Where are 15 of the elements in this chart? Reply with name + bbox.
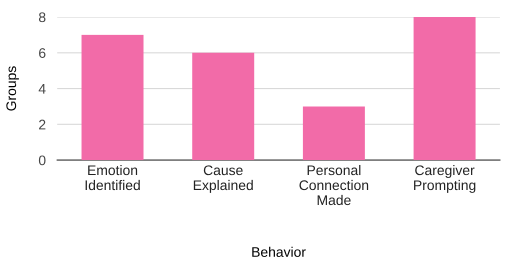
y-tick-label: 6 bbox=[39, 48, 46, 58]
y-tick-label: 2 bbox=[39, 120, 46, 130]
bar bbox=[302, 106, 365, 160]
x-tick-label: Caregiver Prompting bbox=[414, 164, 476, 193]
bar bbox=[192, 52, 254, 160]
bar bbox=[414, 17, 476, 160]
x-tick-label: Emotion Identified bbox=[86, 164, 140, 190]
y-tick-label: 8 bbox=[38, 12, 46, 22]
x-tick-label: Cause Explained bbox=[194, 165, 253, 193]
x-axis-title: Behavior bbox=[252, 246, 306, 257]
bar bbox=[82, 34, 144, 160]
y-tick-label: 0 bbox=[38, 155, 46, 166]
y-tick-label: 4 bbox=[38, 84, 46, 94]
y-axis-title: Groups bbox=[6, 66, 19, 111]
x-tick-label: Personal Connection Made bbox=[299, 164, 368, 206]
